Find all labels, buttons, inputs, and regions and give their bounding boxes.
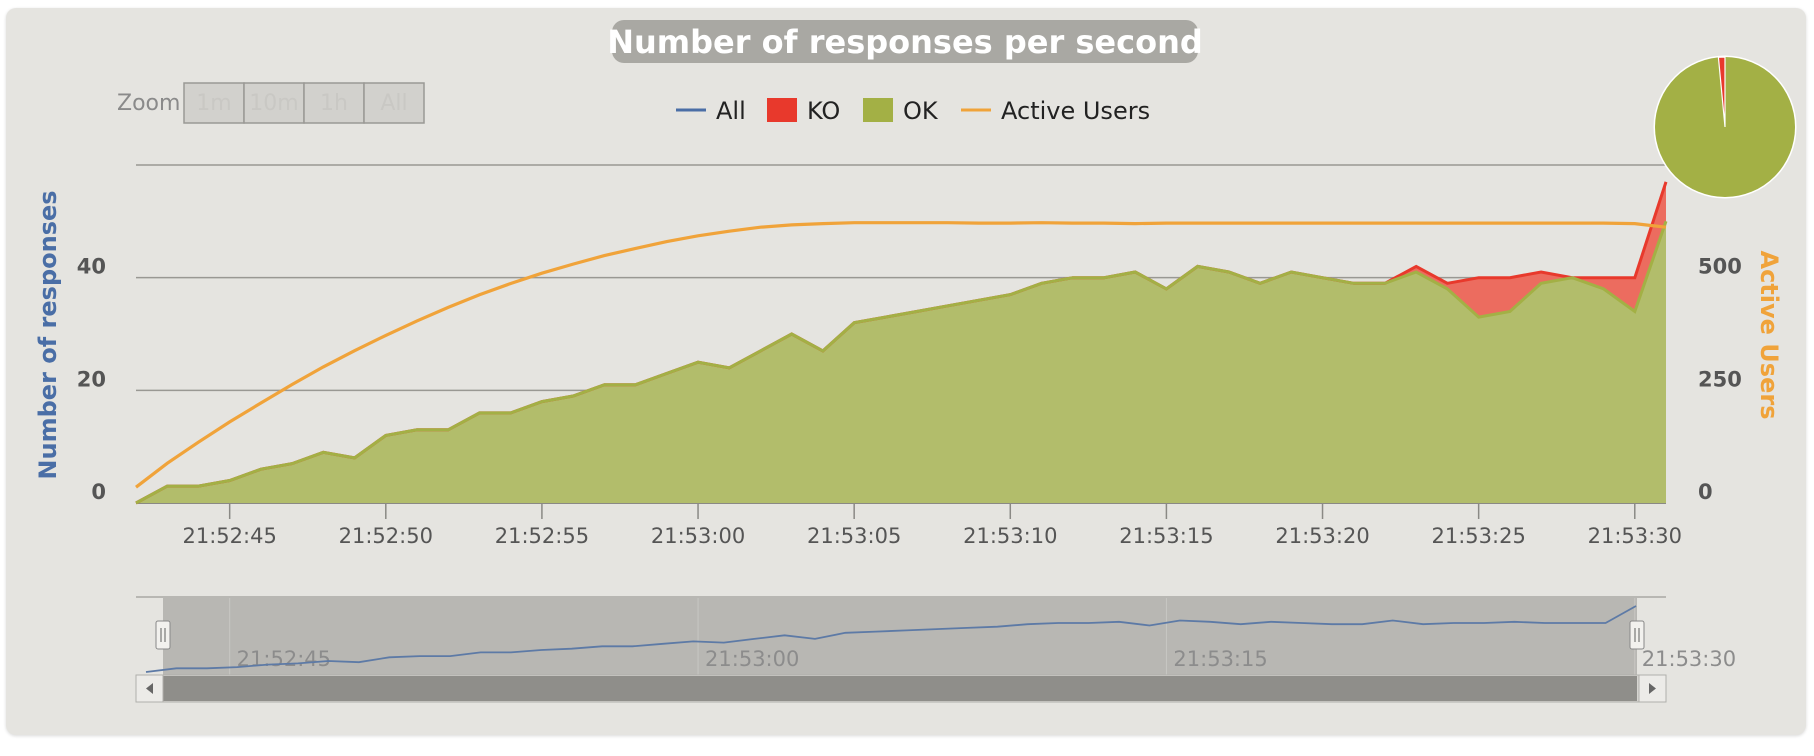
active-users-series-line <box>135 221 1667 489</box>
chart-title-group: Number of responses per second <box>607 20 1203 63</box>
zoom-button-all[interactable]: All <box>363 82 425 124</box>
x-tick-label: 21:53:00 <box>651 524 745 548</box>
legend-ko-label: KO <box>807 97 840 125</box>
legend-all-label: All <box>716 97 746 125</box>
pie-slice-ko <box>1717 56 1726 128</box>
x-tick-label: 21:53:05 <box>807 524 901 548</box>
x-tick-label: 21:53:10 <box>963 524 1057 548</box>
legend-item-ok[interactable]: OK <box>863 97 939 125</box>
y2-tick-label: 0 <box>1698 480 1713 504</box>
plot-area <box>135 181 1668 505</box>
navigator-tick-label: 21:53:30 <box>1642 647 1736 671</box>
zoom-label: Zoom <box>117 91 180 116</box>
ok-series-line <box>135 220 1668 505</box>
y-axis-left: 0 20 40 <box>77 255 106 504</box>
scroll-right-arrow-icon <box>1649 683 1656 694</box>
navigator-ticks: 21:52:45 21:53:00 21:53:15 21:53:30 <box>229 598 1736 675</box>
navigator-tick-label: 21:52:45 <box>237 647 331 671</box>
y2-tick-label: 250 <box>1698 367 1742 391</box>
x-tick-label: 21:53:20 <box>1275 524 1369 548</box>
ok-ko-pie-chart <box>1653 55 1797 199</box>
legend-ok-label: OK <box>903 97 939 125</box>
legend-active-users-label: Active Users <box>1001 97 1150 125</box>
responses-per-second-chart: Number of responses per second Zoom 1m 1… <box>34 20 1797 703</box>
scroll-left-button[interactable] <box>135 674 164 703</box>
legend-item-ko[interactable]: KO <box>767 97 840 125</box>
zoom-button-10m-label: 10m <box>249 91 298 116</box>
y-tick-label: 20 <box>77 367 106 391</box>
zoom-button-1h[interactable]: 1h <box>303 82 365 124</box>
zoom-control: Zoom 1m 10m 1h All <box>117 82 425 124</box>
y-axis-title: Number of responses <box>34 190 62 479</box>
navigator-right-handle[interactable] <box>1629 620 1645 650</box>
zoom-button-10m[interactable]: 10m <box>243 82 305 124</box>
ok-area <box>136 221 1666 504</box>
legend-item-active-users[interactable]: Active Users <box>961 97 1150 125</box>
navigator-series-line <box>145 605 1637 673</box>
legend: All KO OK Active Users <box>676 97 1150 125</box>
x-tick-label: 21:53:15 <box>1119 524 1213 548</box>
chart-panel: Number of responses per second Zoom 1m 1… <box>6 8 1806 735</box>
x-tick-label: 21:53:30 <box>1588 524 1682 548</box>
navigator-tick-label: 21:53:00 <box>705 647 799 671</box>
scroll-left-arrow-icon <box>146 683 153 694</box>
navigator: 21:52:45 21:53:00 21:53:15 21:53:30 <box>135 596 1736 703</box>
y-tick-label: 40 <box>77 255 106 279</box>
legend-ko-swatch <box>767 98 797 122</box>
zoom-button-1m[interactable]: 1m <box>183 82 245 124</box>
navigator-selected-range[interactable] <box>163 598 1637 684</box>
y2-tick-label: 500 <box>1698 255 1742 279</box>
y2-axis-title: Active Users <box>1755 251 1783 420</box>
x-tick-label: 21:53:25 <box>1431 524 1525 548</box>
legend-ok-swatch <box>863 98 893 122</box>
y-axis-right: 0 250 500 <box>1698 255 1742 504</box>
x-tick-label: 21:52:50 <box>339 524 433 548</box>
navigator-tick-label: 21:53:15 <box>1173 647 1267 671</box>
navigator-left-handle[interactable] <box>155 620 171 650</box>
y-tick-label: 0 <box>91 480 106 504</box>
x-tick-label: 21:52:55 <box>495 524 589 548</box>
chart-title: Number of responses per second <box>607 23 1203 61</box>
zoom-button-all-label: All <box>380 91 407 116</box>
chart-title-background <box>612 20 1198 63</box>
zoom-button-1h-label: 1h <box>320 91 348 116</box>
x-axis: 21:52:45 21:52:50 21:52:55 21:53:00 21:53:05… <box>183 503 1682 548</box>
navigator-scrollbar-thumb[interactable] <box>163 676 1637 701</box>
zoom-button-1m-label: 1m <box>196 91 231 116</box>
legend-item-all[interactable]: All <box>676 97 746 125</box>
x-tick-label: 21:52:45 <box>183 524 277 548</box>
scroll-right-button[interactable] <box>1638 674 1667 703</box>
